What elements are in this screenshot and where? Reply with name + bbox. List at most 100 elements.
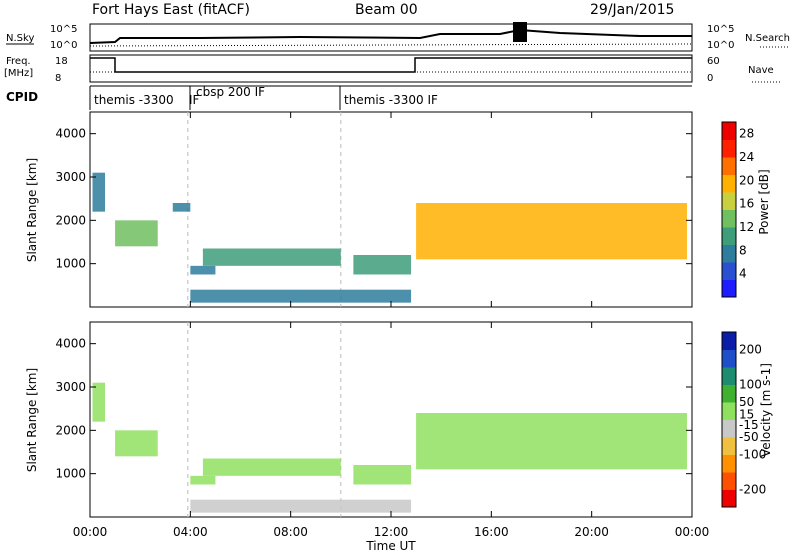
cpid-segment-2: IF: [189, 93, 200, 107]
cpid-segment-4: themis -3300 IF: [344, 93, 438, 107]
colorbar-swatch: [722, 332, 736, 350]
echo-region: [115, 220, 158, 247]
colorbar-tick-label: 15: [739, 407, 754, 421]
colorbar-swatch: [722, 384, 736, 403]
colorbar-tick-label: 16: [739, 197, 754, 211]
colorbar-swatch: [722, 122, 736, 140]
colorbar-swatch: [722, 419, 736, 438]
echo-region: [172, 203, 191, 212]
x-tick-label: 00:00: [73, 525, 108, 539]
cpid-label: CPID: [6, 90, 38, 104]
echo-region: [190, 475, 216, 485]
power-cells: [92, 112, 687, 307]
y-tick-label: 4000: [55, 127, 86, 141]
frequency-panel: Freq. [MHz] 18 8 60 0 Nave: [4, 54, 780, 84]
colorbar-swatch: [722, 174, 736, 193]
velocity-colorbar-label: Velocity [m s-1]: [759, 363, 773, 457]
nsearch-label: N.Search: [745, 33, 790, 44]
echo-region: [115, 430, 158, 457]
nave-tick-top: 60: [707, 56, 720, 67]
colorbar-frame: [721, 121, 737, 298]
nsky-trace: [89, 28, 692, 44]
echo-region: [190, 289, 412, 303]
echo-region: [92, 382, 106, 422]
station-title: Fort Hays East (fitACF): [92, 2, 250, 18]
velocity-panel: 1000 2000 3000 4000 Slant Range [km] 200 100…: [25, 321, 773, 518]
x-tick-label: 00:00: [675, 525, 710, 539]
y-tick-label: 3000: [55, 170, 86, 184]
colorbar-tick-label: 200: [739, 343, 762, 357]
date-title: 29/Jan/2015: [590, 2, 674, 18]
nave-tick-bottom: 0: [707, 73, 713, 84]
colorbar-swatch: [722, 192, 736, 210]
colorbar-tick-label: 50: [739, 395, 754, 409]
colorbar-swatch: [722, 227, 736, 245]
echo-region: [202, 458, 341, 476]
echo-region: [190, 265, 216, 275]
freq-tick-top: 18: [55, 56, 68, 67]
freq-tick-bottom: 8: [55, 73, 61, 84]
colorbar-tick-label: -15: [739, 418, 759, 432]
x-tick-label: 04:00: [173, 525, 208, 539]
freq-label-line1: Freq.: [6, 56, 31, 67]
colorbar-tick-label: 24: [739, 150, 754, 164]
cpid-segment-1: themis -3300: [94, 93, 174, 107]
echo-region: [353, 255, 412, 275]
colorbar-swatch: [722, 437, 736, 455]
echo-region: [353, 465, 412, 485]
time-axis-ticks: 00:00 04:00 08:00 12:00 16:00 20:00 00:00: [73, 112, 710, 539]
x-tick-label: 16:00: [474, 525, 509, 539]
x-tick-label: 08:00: [273, 525, 308, 539]
colorbar-swatch: [722, 262, 736, 280]
echo-region: [202, 248, 341, 266]
colorbar-swatch: [722, 454, 736, 473]
colorbar-swatch: [722, 139, 736, 158]
echo-region: [190, 499, 412, 513]
colorbar-frame: [721, 331, 737, 508]
colorbar-swatch: [722, 209, 736, 228]
power-y-label: Slant Range [km]: [25, 158, 39, 262]
x-tick-label: 12:00: [374, 525, 409, 539]
velocity-y-label: Slant Range [km]: [25, 368, 39, 472]
cpid-panel: CPID themis -3300 IF cbsp 200 IF themis …: [6, 85, 692, 110]
colorbar-swatch: [722, 402, 736, 420]
power-colorbar: 4 8 12 16 20 24 28: [721, 121, 754, 298]
echo-region: [92, 172, 106, 212]
velocity-y-ticks: 1000 2000 3000 4000: [55, 337, 692, 481]
colorbar-swatch: [722, 489, 736, 508]
y-tick-label: 1000: [55, 257, 86, 271]
colorbar-tick-label: -100: [739, 448, 766, 462]
noise-panel: N.Sky 10^5 10^0 10^5 10^0 N.Search: [6, 22, 790, 52]
nsky-label: N.Sky: [6, 33, 34, 44]
colorbar-tick-label: -200: [739, 483, 766, 497]
beam-title: Beam 00: [355, 2, 418, 18]
cpid-segment-3: cbsp 200 IF: [196, 85, 265, 99]
freq-label-line2: [MHz]: [4, 68, 33, 79]
colorbar-swatch: [722, 349, 736, 368]
y-tick-label: 3000: [55, 380, 86, 394]
noise-tick-left-top: 10^5: [50, 24, 77, 35]
colorbar-swatch: [722, 279, 736, 298]
power-panel: 1000 2000 3000 4000 Slant Range [km] 4 8 12 16…: [25, 111, 771, 308]
colorbar-swatch: [722, 367, 736, 385]
colorbar-tick-label: 12: [739, 220, 754, 234]
colorbar-tick-label: 20: [739, 173, 754, 187]
echo-region: [416, 203, 687, 260]
noise-spike: [513, 22, 527, 42]
noise-tick-right-bottom: 10^0: [707, 40, 734, 51]
colorbar-tick-label: 8: [739, 243, 747, 257]
colorbar-swatch: [722, 244, 736, 263]
velocity-cells: [92, 322, 687, 517]
x-tick-label: 20:00: [574, 525, 609, 539]
colorbar-swatch: [722, 472, 736, 490]
noise-tick-left-bottom: 10^0: [50, 40, 77, 51]
colorbar-tick-label: -50: [739, 430, 759, 444]
power-y-ticks: 1000 2000 3000 4000: [55, 127, 692, 271]
freq-trace: [90, 57, 692, 73]
colorbar-swatch: [722, 157, 736, 175]
time-axis-label: Time UT: [365, 539, 416, 553]
colorbar-tick-label: 28: [739, 127, 754, 141]
echo-region: [416, 413, 687, 470]
